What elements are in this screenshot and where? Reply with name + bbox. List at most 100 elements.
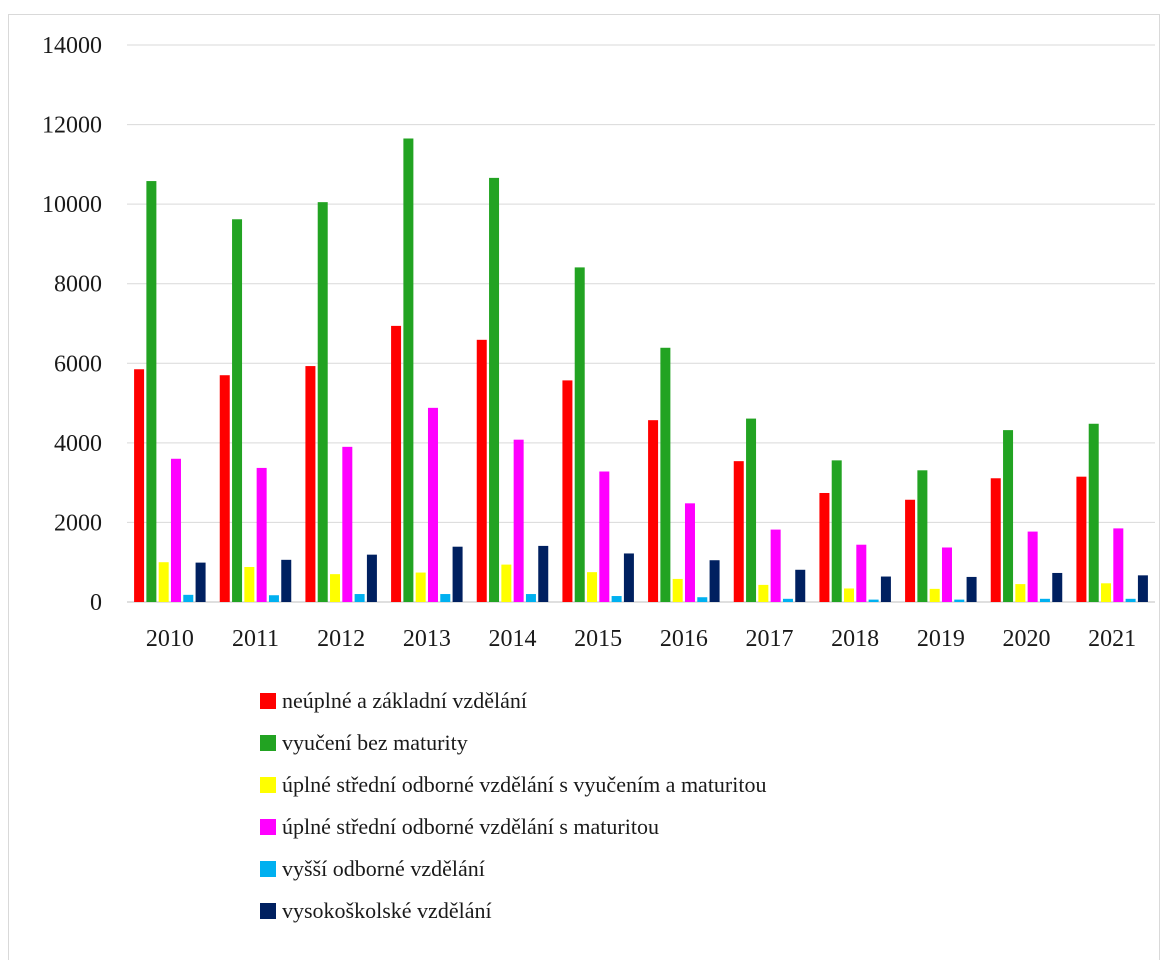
bar <box>538 545 549 602</box>
bar <box>574 267 585 602</box>
bar <box>770 529 781 602</box>
y-axis-tick-labels: 0 2000 4000 6000 8000 10000 12000 14000 <box>42 33 102 616</box>
x-tick-label: 2010 <box>146 626 194 652</box>
bar <box>648 420 659 602</box>
bar <box>782 598 793 602</box>
bar <box>391 325 402 602</box>
bar <box>954 599 965 602</box>
bar <box>195 562 206 602</box>
x-tick-label: 2015 <box>574 626 622 652</box>
bar <box>1015 584 1026 602</box>
bar <box>354 594 365 602</box>
bar <box>587 572 598 602</box>
legend-swatch <box>260 693 276 709</box>
bar <box>672 578 683 602</box>
y-tick-label: 12000 <box>42 113 102 139</box>
legend-swatch <box>260 819 276 835</box>
y-tick-label: 2000 <box>54 510 102 536</box>
bar <box>525 594 536 602</box>
bar <box>1003 430 1014 602</box>
bar <box>831 460 842 602</box>
bar <box>158 562 169 602</box>
bar <box>1039 598 1050 602</box>
legend: neúplné a základní vzdělání vyučení bez m… <box>260 680 1060 932</box>
legend-label: vyšší odborné vzdělání <box>282 856 485 881</box>
bar <box>489 177 500 603</box>
bar <box>1088 423 1099 602</box>
y-tick-label: 4000 <box>54 431 102 457</box>
x-tick-label: 2011 <box>232 626 279 652</box>
legend-swatch <box>260 861 276 877</box>
bar <box>697 597 708 602</box>
legend-swatch <box>260 735 276 751</box>
legend-item: vyšší odborné vzdělání <box>260 848 1060 890</box>
bar <box>733 461 744 602</box>
bar <box>476 339 487 602</box>
bar <box>623 553 634 602</box>
bar <box>990 478 1001 602</box>
x-tick-label: 2021 <box>1088 626 1136 652</box>
bar <box>134 369 145 602</box>
legend-item: úplné střední odborné vzdělání s maturit… <box>260 806 1060 848</box>
bar <box>403 138 414 602</box>
bar <box>427 407 438 602</box>
bar <box>170 458 181 602</box>
bar <box>746 418 757 602</box>
legend-label: neúplné a základní vzdělání <box>282 688 527 713</box>
bars <box>134 138 1148 603</box>
bar <box>1113 528 1124 602</box>
y-tick-label: 10000 <box>42 192 102 218</box>
legend-item: úplné střední odborné vzdělání s vyučení… <box>260 764 1060 806</box>
bar <box>795 569 806 602</box>
bar <box>317 202 328 602</box>
legend-label: vyučení bez maturity <box>282 730 468 755</box>
bar <box>1101 583 1112 602</box>
y-tick-label: 14000 <box>42 33 102 59</box>
bar <box>868 599 879 602</box>
bar <box>146 181 157 602</box>
x-tick-label: 2014 <box>489 626 537 652</box>
gridlines <box>127 44 1155 603</box>
bar <box>244 566 255 602</box>
bar <box>905 499 916 602</box>
bar <box>562 380 573 602</box>
legend-item: vyučení bez maturity <box>260 722 1060 764</box>
y-tick-label: 6000 <box>54 351 102 377</box>
bar <box>183 594 194 602</box>
bar <box>684 503 695 602</box>
bar <box>844 588 855 602</box>
bar <box>611 596 622 602</box>
bar <box>880 576 891 602</box>
x-axis-tick-labels: 2010 2011 2012 2013 2014 2015 2016 2017 2018 2019… <box>146 626 1136 652</box>
bar <box>232 219 243 603</box>
x-tick-label: 2013 <box>403 626 451 652</box>
x-tick-label: 2017 <box>746 626 794 652</box>
y-tick-label: 8000 <box>54 272 102 298</box>
legend-item: vysokoškolské vzdělání <box>260 890 1060 932</box>
bar <box>819 492 830 602</box>
bar <box>281 559 292 602</box>
bar <box>1052 572 1063 602</box>
bar <box>599 471 610 602</box>
bar <box>917 470 928 602</box>
bar <box>966 576 977 602</box>
bar <box>1137 575 1148 602</box>
bar <box>856 544 867 602</box>
bar <box>268 595 279 602</box>
bar <box>709 560 720 602</box>
x-tick-label: 2020 <box>1003 626 1051 652</box>
bar <box>1027 531 1038 602</box>
bar <box>440 594 451 602</box>
bar <box>256 467 267 602</box>
bar <box>366 554 377 602</box>
legend-label: vysokoškolské vzdělání <box>282 898 492 923</box>
x-tick-label: 2012 <box>317 626 365 652</box>
bar <box>941 547 952 602</box>
bar <box>452 546 463 602</box>
bar <box>219 375 230 602</box>
bar <box>929 588 940 602</box>
x-tick-label: 2018 <box>831 626 879 652</box>
legend-label: úplné střední odborné vzdělání s vyučení… <box>282 772 767 797</box>
legend-swatch <box>260 903 276 919</box>
